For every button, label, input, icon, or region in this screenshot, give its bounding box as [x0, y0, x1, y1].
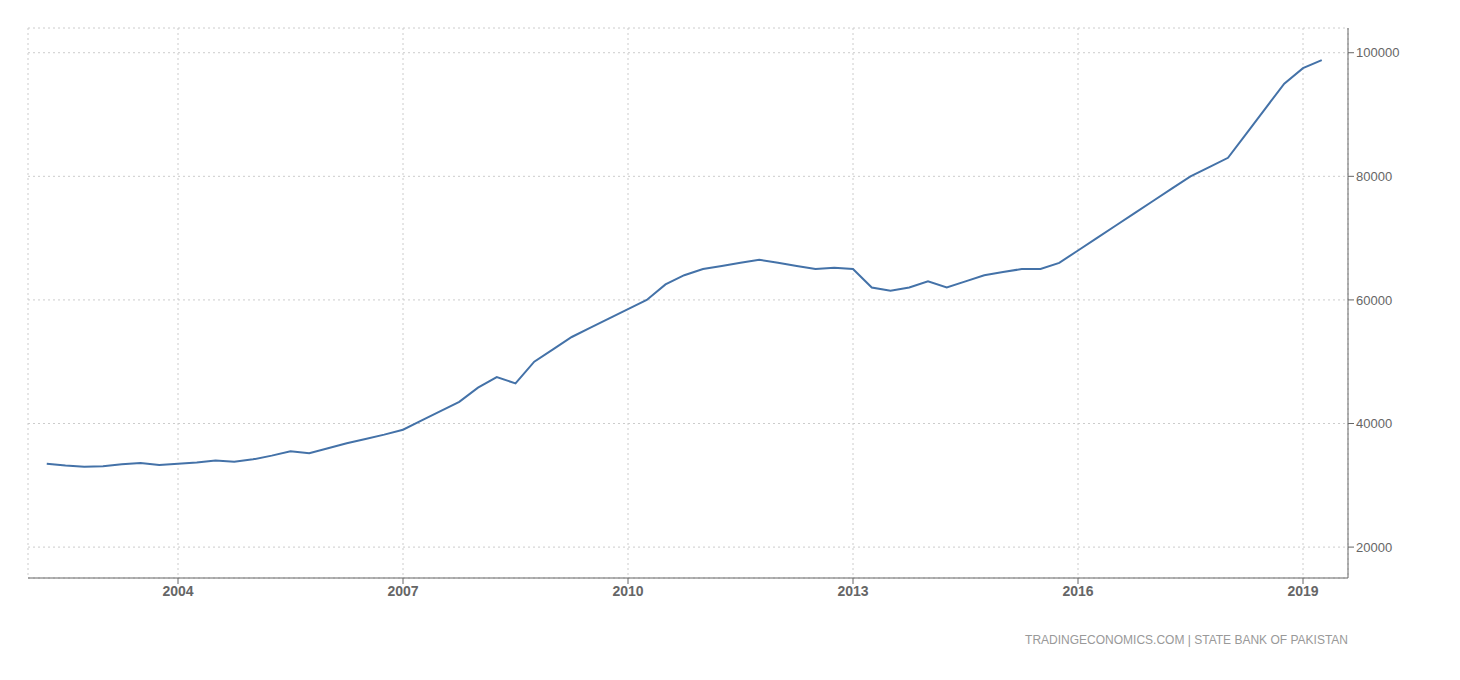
svg-text:100000: 100000: [1356, 45, 1399, 60]
svg-text:2004: 2004: [162, 583, 193, 599]
svg-text:2016: 2016: [1062, 583, 1093, 599]
svg-text:2013: 2013: [837, 583, 868, 599]
svg-text:2019: 2019: [1287, 583, 1318, 599]
html-text:TRADINGECONOMICS.COM | STATE B: TRADINGECONOMICS.COM | STATE BANK OF PAK…: [1025, 633, 1348, 647]
svg-text:60000: 60000: [1356, 293, 1392, 308]
svg-text:20000: 20000: [1356, 540, 1392, 555]
svg-text:2007: 2007: [387, 583, 418, 599]
svg-text:2010: 2010: [612, 583, 643, 599]
svg-text:40000: 40000: [1356, 416, 1392, 431]
svg-text:80000: 80000: [1356, 169, 1392, 184]
